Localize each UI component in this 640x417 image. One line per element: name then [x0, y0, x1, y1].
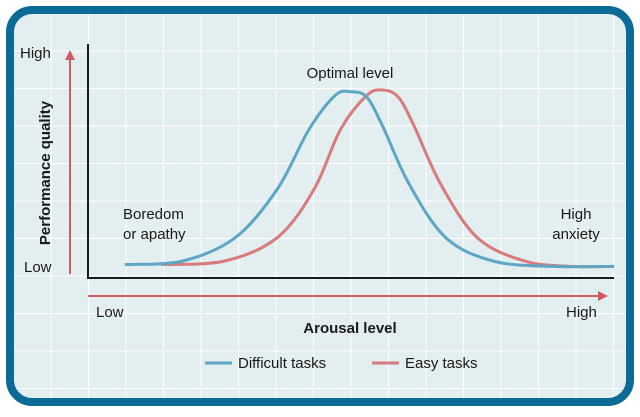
- y-axis-title: Performance quality: [37, 100, 54, 245]
- legend-label-difficult-tasks: Difficult tasks: [238, 355, 326, 372]
- series-line-easy-tasks: [161, 88, 615, 269]
- annotation-boredom-line1: Boredom: [123, 206, 184, 223]
- y-tick-low: Low: [24, 259, 52, 276]
- legend-label-easy-tasks: Easy tasks: [405, 355, 478, 372]
- x-tick-high: High: [566, 304, 597, 321]
- annotation-optimal: Optimal level: [307, 65, 394, 82]
- legend: Difficult tasks Easy tasks: [205, 355, 478, 372]
- series-line-difficult-tasks: [124, 89, 615, 269]
- panel-grid: [14, 14, 626, 398]
- x-axis-title: Arousal level: [303, 320, 396, 337]
- x-tick-low: Low: [96, 304, 124, 321]
- annotation-anxiety-line1: High: [561, 206, 592, 223]
- series-layer: [124, 88, 615, 269]
- annotation-boredom-line2: or apathy: [123, 226, 186, 243]
- annotation-anxiety-line2: anxiety: [552, 226, 600, 243]
- y-tick-high: High: [20, 45, 51, 62]
